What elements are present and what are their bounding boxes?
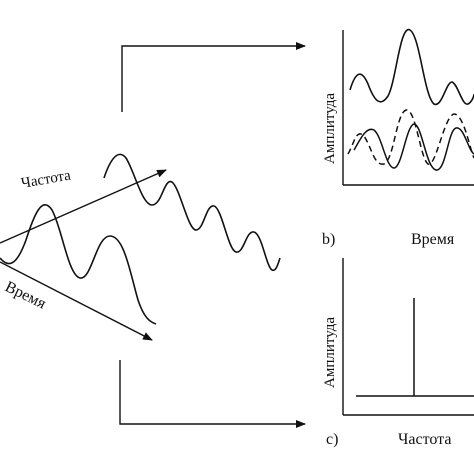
panel-c: Амплитуда c) Частота <box>322 258 474 448</box>
panel-b-component-wave-dashed <box>347 109 474 165</box>
panel-c-xlabel: Частота <box>398 431 451 448</box>
frequency-domain-waveform <box>103 153 281 272</box>
panel-b-xlabel: Время <box>411 231 455 248</box>
frequency-axis-arrow <box>0 169 167 244</box>
time-axis-arrow <box>0 261 153 341</box>
panel-b-composite-wave <box>349 29 474 106</box>
panel-b: Амплитуда b) Время <box>322 29 474 248</box>
composite-waveform-group: Частота Время <box>0 153 281 341</box>
arrow-to-panel-c <box>119 360 306 428</box>
panel-b-letter: b) <box>322 231 335 248</box>
panel-b-ylabel: Амплитуда <box>322 93 338 164</box>
arrow-to-panel-b <box>121 42 306 112</box>
panel-c-letter: c) <box>326 431 338 448</box>
panel-b-component-wave-solid <box>353 123 474 171</box>
time-domain-waveform <box>0 204 157 325</box>
panel-c-ylabel: Амплитуда <box>322 317 338 388</box>
frequency-axis-label: Частота <box>20 167 72 192</box>
